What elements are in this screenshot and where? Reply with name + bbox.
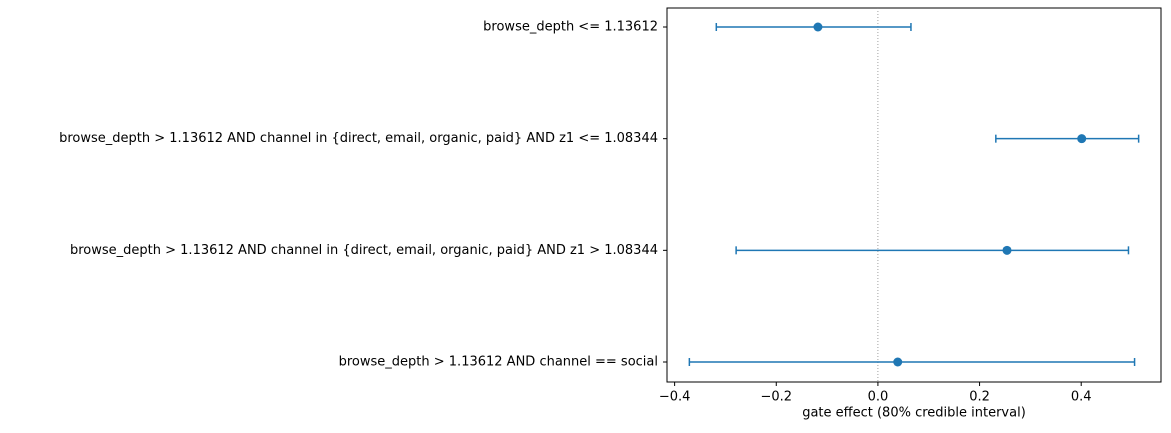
plot-frame — [666, 7, 1162, 383]
x-tick-label: 0.4 — [1071, 390, 1092, 405]
x-tick-label: −0.2 — [760, 390, 792, 405]
x-tick-label: −0.4 — [659, 390, 691, 405]
point — [1077, 134, 1087, 144]
point — [1002, 245, 1012, 255]
point — [893, 357, 903, 367]
x-tick-label: 0.0 — [868, 390, 889, 405]
x-axis-label: gate effect (80% credible interval) — [802, 406, 1026, 421]
point — [813, 22, 823, 32]
y-tick-label: browse_depth <= 1.13612 — [483, 20, 658, 35]
y-tick-label: browse_depth > 1.13612 AND channel == so… — [339, 355, 658, 370]
x-tick-label: 0.2 — [969, 390, 990, 405]
y-tick-label: browse_depth > 1.13612 AND channel in {d… — [70, 243, 658, 258]
y-tick-label: browse_depth > 1.13612 AND channel in {d… — [59, 131, 658, 146]
